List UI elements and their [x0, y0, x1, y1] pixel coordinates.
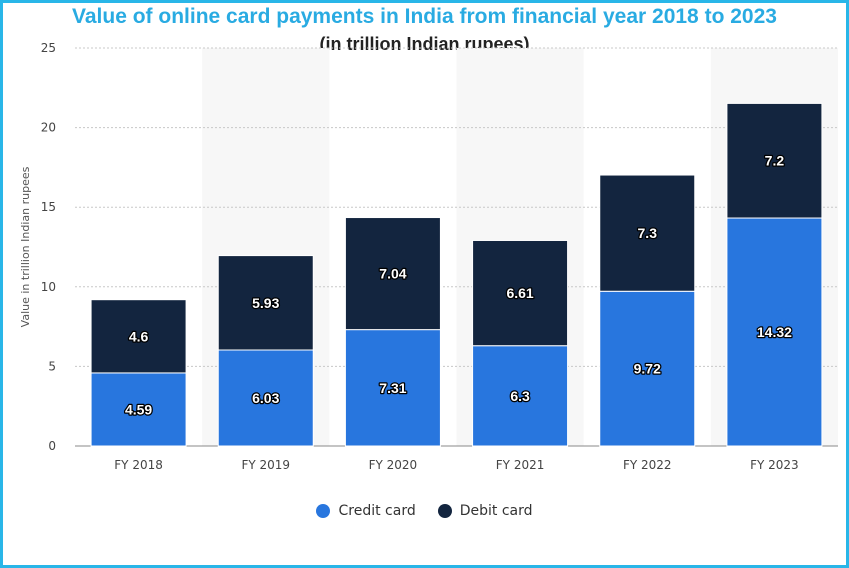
legend: Credit card Debit card	[0, 503, 849, 519]
data-label: 7.31	[379, 380, 406, 396]
bar-credit-card[interactable]	[726, 217, 823, 447]
data-label: 6.03	[252, 390, 279, 406]
data-label: 4.6	[129, 328, 149, 344]
chart-title: Value of online card payments in India f…	[72, 5, 777, 28]
y-tick-label: 0	[48, 439, 56, 453]
data-label: 7.04	[379, 266, 406, 282]
x-tick-label: FY 2022	[623, 458, 672, 472]
bar-credit-card[interactable]	[217, 349, 314, 447]
data-label: 5.93	[252, 295, 279, 311]
data-label: 6.3	[510, 388, 530, 404]
x-tick-label: FY 2023	[750, 458, 799, 472]
legend-label-credit-card: Credit card	[338, 503, 416, 519]
y-tick-label: 25	[41, 41, 56, 55]
bar-debit-card[interactable]	[726, 102, 823, 219]
y-tick-label: 5	[48, 359, 56, 373]
data-label: 14.32	[757, 324, 792, 340]
y-tick-label: 20	[41, 121, 56, 135]
bar-debit-card[interactable]	[217, 255, 314, 351]
legend-label-debit-card: Debit card	[459, 503, 533, 519]
bar-debit-card[interactable]	[599, 174, 696, 292]
data-label: 6.61	[506, 285, 533, 301]
y-tick-label: 10	[41, 280, 56, 294]
data-label: 9.72	[634, 361, 661, 377]
legend-swatch-credit-card	[316, 504, 331, 518]
x-axis-ticks: FY 2018 FY 2019 FY 2020 FY 2021 FY 2022 FY 20…	[114, 458, 798, 472]
data-label: 7.3	[638, 225, 658, 241]
bars	[90, 102, 823, 447]
data-label: 7.2	[765, 153, 785, 169]
grid-lines	[75, 47, 838, 447]
legend-item-debit-card[interactable]: Debit card	[437, 503, 533, 519]
data-labels: 4.59 4.6 6.03 5.93 7.31 7.04 6.3 6.61 9.72 7.3 14.…	[124, 151, 794, 418]
x-tick-label: FY 2018	[114, 458, 163, 472]
data-label: 4.59	[125, 401, 152, 417]
legend-swatch-debit-card	[437, 504, 452, 518]
bar-credit-card[interactable]	[344, 329, 441, 447]
x-tick-label: FY 2020	[369, 458, 418, 472]
bar-credit-card[interactable]	[90, 372, 187, 447]
x-tick-label: FY 2021	[496, 458, 545, 472]
bar-debit-card[interactable]	[344, 217, 441, 331]
y-axis-label: Value in trillion Indian rupees	[19, 166, 32, 327]
x-tick-label: FY 2019	[241, 458, 290, 472]
bar-debit-card[interactable]	[472, 239, 569, 347]
y-axis-ticks: 0 5 10 15 20 25	[41, 41, 56, 453]
bar-credit-card[interactable]	[599, 290, 696, 447]
legend-item-credit-card[interactable]: Credit card	[316, 503, 416, 519]
bar-credit-card[interactable]	[472, 345, 569, 447]
y-tick-label: 15	[41, 200, 56, 214]
bar-debit-card[interactable]	[90, 299, 187, 374]
